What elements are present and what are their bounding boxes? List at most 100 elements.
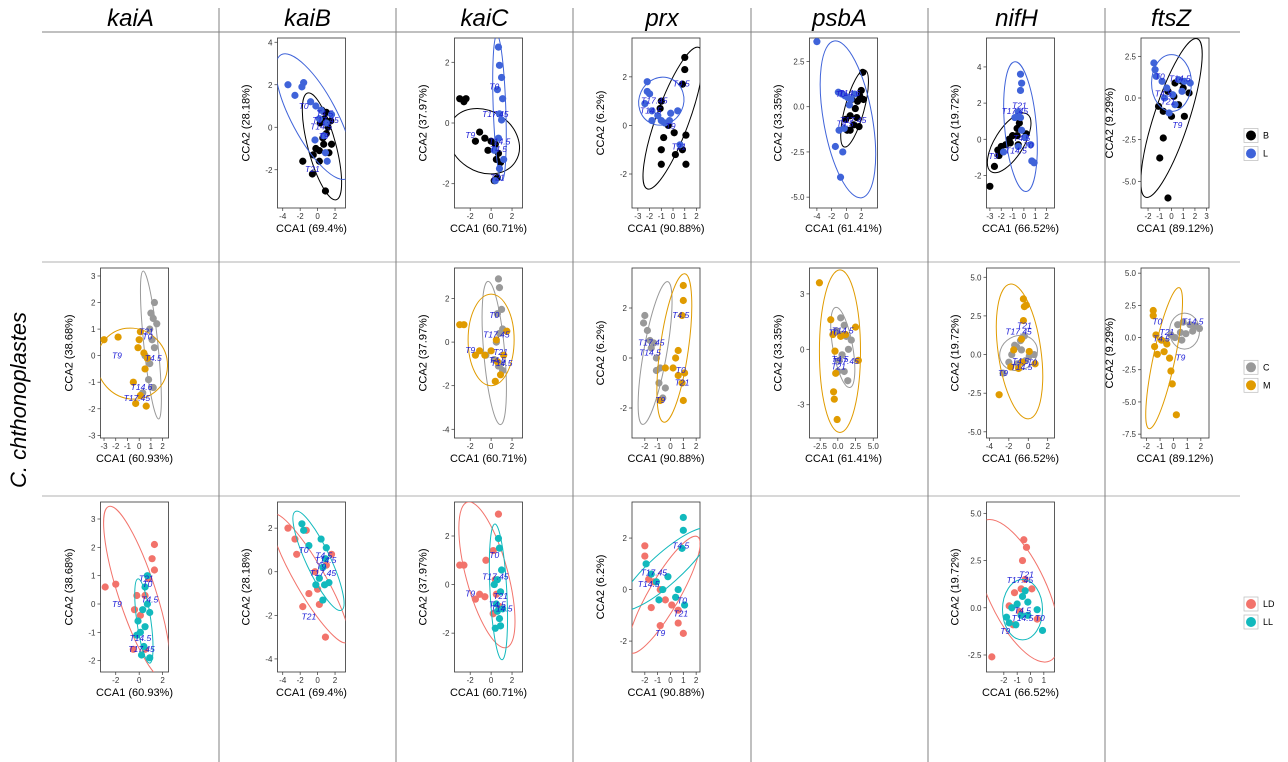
time-label: T14.5 <box>639 348 661 358</box>
data-point-M <box>679 396 687 405</box>
data-point-M <box>679 296 687 305</box>
data-point-L <box>1165 109 1173 117</box>
time-label: T0 <box>1155 72 1165 82</box>
y-axis-title: CCA2 (28.18%) <box>241 84 253 161</box>
data-point-LL <box>140 642 148 651</box>
data-point-LL <box>300 526 308 534</box>
x-tick-label: 2 <box>694 676 699 685</box>
y-tick-label: 0 <box>91 352 96 361</box>
data-point-M <box>851 323 860 331</box>
series-LL <box>292 510 345 611</box>
data-point-LL <box>655 596 663 604</box>
data-point-B <box>990 162 999 171</box>
y-tick-label: -4 <box>265 655 273 664</box>
data-point-M <box>492 336 500 344</box>
data-point-B <box>682 131 690 139</box>
data-point-LD <box>148 555 156 563</box>
data-point-B <box>308 170 316 178</box>
gene-header-kaiA: kaiA <box>107 5 154 32</box>
y-tick-label: -2 <box>620 404 628 413</box>
data-point-B <box>660 133 668 142</box>
x-tick-label: -2 <box>998 212 1006 221</box>
data-point-LD <box>661 596 669 604</box>
time-label: T4.5 <box>145 353 162 363</box>
data-point-LD <box>293 550 301 558</box>
data-point-C <box>847 336 855 344</box>
y-tick-label: 2.5 <box>1125 52 1137 61</box>
time-label: T0 <box>489 550 499 560</box>
y-tick-label: 2.5 <box>970 557 982 566</box>
data-point-M <box>1017 335 1026 343</box>
legend-label: L <box>1263 149 1268 159</box>
confidence-ellipse-LL <box>1002 578 1043 641</box>
data-point-M <box>1149 312 1157 320</box>
x-tick-label: -2 <box>467 442 475 451</box>
data-point-B <box>1164 194 1172 202</box>
data-point-M <box>136 328 144 336</box>
data-point-LL <box>1033 606 1041 614</box>
data-point-C <box>146 325 154 333</box>
x-tick-label: -4 <box>279 212 287 221</box>
x-tick-label: -2 <box>1143 442 1151 451</box>
series-LL <box>1002 578 1047 641</box>
time-label: T14.5 <box>1011 362 1033 372</box>
time-label: T4.5 <box>1153 333 1170 343</box>
series-C <box>139 270 162 420</box>
panel-nifH-row3: -2 -1 0 1 -2.5 0.0 2.5 5.0 CCA1 (66.52%) CCA2 (19… <box>950 501 1059 699</box>
data-point-M <box>656 396 664 405</box>
time-label: T9 <box>465 130 475 140</box>
data-point-B <box>657 160 665 168</box>
time-label: T0 <box>1035 613 1045 623</box>
data-point-L <box>1030 159 1038 167</box>
legend-item-L: L <box>1243 146 1268 161</box>
plot-frame <box>454 501 523 673</box>
data-point-M <box>1157 336 1165 344</box>
time-label: T17.45 <box>840 115 867 125</box>
data-point-M <box>140 349 148 357</box>
data-point-B <box>315 157 323 165</box>
x-tick-label: 5.0 <box>868 442 880 451</box>
data-point-L <box>674 107 682 115</box>
data-point-LL <box>674 585 682 594</box>
data-point-C <box>837 314 845 322</box>
y-tick-label: 0.0 <box>970 604 982 613</box>
data-point-LL <box>1005 619 1013 627</box>
y-tick-label: 0 <box>91 600 96 609</box>
x-tick-label: -2 <box>297 676 305 685</box>
data-point-LL <box>1008 604 1016 612</box>
x-tick-label: 1 <box>681 676 686 685</box>
confidence-ellipse-L <box>492 38 507 182</box>
plot-frame <box>277 501 346 673</box>
x-tick-label: -2 <box>828 212 836 221</box>
data-point-M <box>815 279 824 287</box>
data-point-LD <box>129 645 137 653</box>
data-point-L <box>1171 101 1179 109</box>
legend-label: M <box>1263 380 1271 390</box>
time-label: T4.5 <box>673 79 690 89</box>
x-tick-label: -2 <box>1005 442 1013 451</box>
data-point-LD <box>1010 589 1019 597</box>
y-axis-title: CCA2 (19.72%) <box>950 548 962 625</box>
time-label: T17.45 <box>124 393 151 403</box>
data-point-L <box>495 61 504 69</box>
y-tick-label: -5.0 <box>791 193 805 202</box>
data-point-L <box>499 95 507 103</box>
data-point-M <box>842 330 850 339</box>
data-point-B <box>1015 119 1023 127</box>
data-point-LL <box>137 651 146 659</box>
x-tick-label: -1 <box>1009 212 1017 221</box>
data-point-B <box>471 137 480 145</box>
data-point-L <box>495 110 504 118</box>
time-label: T14.5 <box>1012 613 1034 623</box>
y-axis-title: CCA2 (33.35%) <box>773 84 785 161</box>
confidence-ellipse-M <box>818 269 861 433</box>
data-point-C <box>1174 321 1182 329</box>
time-label: T14.5 <box>1182 317 1204 327</box>
data-point-LD <box>1022 543 1031 551</box>
data-point-LL <box>494 534 503 543</box>
data-point-M <box>1168 380 1176 388</box>
data-point-M <box>669 364 677 372</box>
data-point-L <box>1180 77 1188 85</box>
data-point-M <box>1152 331 1160 339</box>
time-label: T21 <box>672 142 687 152</box>
